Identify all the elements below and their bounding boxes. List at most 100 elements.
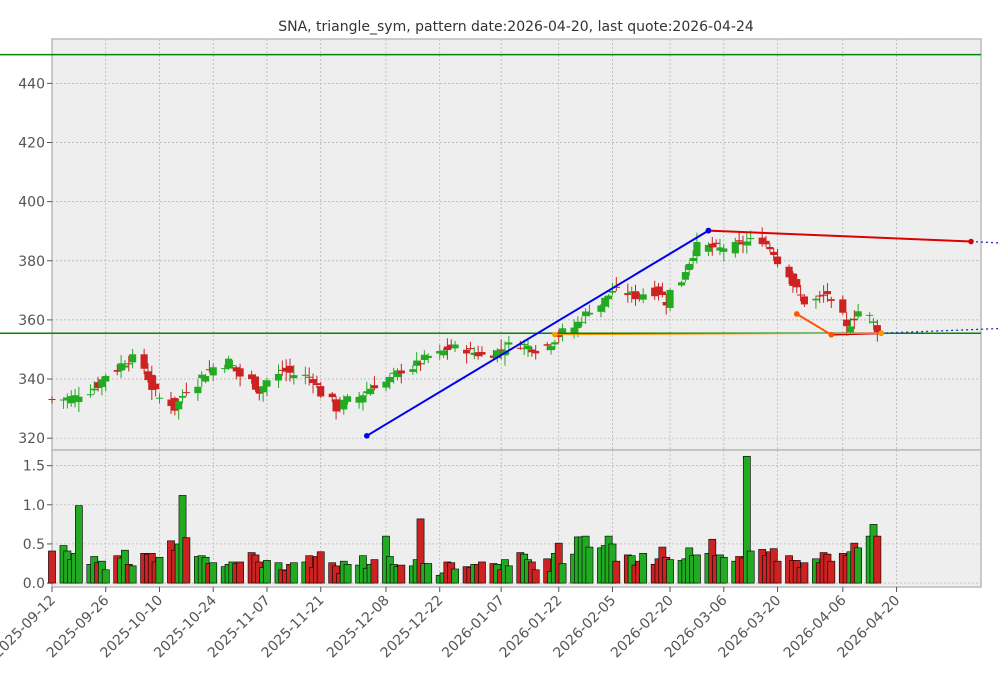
candle-body <box>228 365 236 367</box>
candle-body <box>597 305 605 312</box>
candle-body <box>305 376 313 378</box>
candle-body <box>558 328 567 334</box>
volume-bar <box>639 553 648 584</box>
candle-body <box>708 243 716 248</box>
volume-tick-label: 0.5 <box>23 537 45 553</box>
candle-body <box>225 358 233 369</box>
candle-body <box>328 393 336 398</box>
price-tick-label: 340 <box>18 372 45 388</box>
candle-body <box>175 401 183 410</box>
candle-body <box>390 372 398 374</box>
volume-bar <box>316 551 325 584</box>
price-panel: 320 340 360 380 400 420 440 <box>0 38 1001 451</box>
volume-bar <box>128 565 137 584</box>
volume-bar <box>343 563 352 584</box>
candle-body <box>493 350 501 359</box>
candle-body <box>739 242 747 245</box>
candle-body <box>236 368 244 377</box>
volume-bar <box>75 505 83 584</box>
volume-bar <box>558 563 567 584</box>
candle-body <box>873 325 881 333</box>
candle-body <box>631 291 640 300</box>
candle-body <box>144 371 152 381</box>
candle-body <box>152 383 160 390</box>
candle-body <box>720 248 728 252</box>
candle-body <box>98 379 106 387</box>
candle-body <box>386 376 394 383</box>
chart-title: SNA, triangle_sym, pattern date:2026-04-… <box>278 19 754 35</box>
volume-bar <box>666 559 674 584</box>
candle-body <box>359 395 367 403</box>
volume-bar <box>451 568 459 584</box>
candle-body <box>125 363 133 365</box>
candle-body <box>94 382 102 388</box>
candle-body <box>528 349 536 353</box>
candle-body <box>820 294 828 296</box>
candle-body <box>678 282 686 286</box>
candle-body <box>301 374 309 376</box>
candle-body <box>198 374 206 379</box>
volume-tick-label: 1.0 <box>23 498 45 514</box>
candle-body <box>532 350 540 354</box>
volume-bar <box>289 562 298 584</box>
candle-body <box>823 291 832 295</box>
x-axis: 2025-09-122025-09-262025-10-102025-10-24… <box>0 587 903 661</box>
candle-body <box>489 355 498 358</box>
candle-body <box>382 381 390 388</box>
volume-panel: 0.0 0.5 1.0 1.5 <box>23 449 982 592</box>
candle-body <box>286 365 294 373</box>
volume-bar <box>424 563 433 584</box>
candle-body <box>463 349 471 354</box>
candle-body <box>731 241 739 254</box>
candle-body <box>685 263 693 270</box>
candle-body <box>520 343 528 346</box>
candle-body <box>317 386 325 397</box>
candle-body <box>282 367 290 372</box>
candle-body <box>470 352 478 356</box>
candle-body <box>290 375 298 379</box>
candle-body <box>439 350 448 356</box>
candle-body <box>178 395 187 398</box>
volume-bar <box>504 565 513 584</box>
volume-bar <box>585 546 594 584</box>
volume-bar <box>693 554 701 584</box>
candle-body <box>608 290 617 293</box>
candle-body <box>762 240 770 245</box>
volume-bar <box>236 561 244 584</box>
candle-body <box>309 379 317 384</box>
candle-body <box>397 370 405 374</box>
candle-body <box>466 348 475 350</box>
candle-body <box>447 344 455 347</box>
prior-trend-marker <box>705 227 712 234</box>
candle-body <box>605 295 613 300</box>
candle-body <box>363 391 371 394</box>
price-tick-label: 420 <box>18 135 45 151</box>
candle-body <box>370 385 379 389</box>
candle-body <box>167 399 175 406</box>
volume-bar <box>370 559 379 584</box>
orange-neckline-marker <box>878 330 884 337</box>
candle-body <box>75 396 83 403</box>
candle-body <box>712 242 720 245</box>
candle-body <box>255 388 263 394</box>
price-plot-area <box>51 38 982 451</box>
candle-body <box>681 272 689 280</box>
candle-body <box>182 392 190 394</box>
candle-body <box>313 383 321 386</box>
volume-bar <box>800 562 809 584</box>
candle-body <box>812 298 820 301</box>
price-tick-label: 380 <box>18 254 45 270</box>
prior-trend <box>366 229 709 437</box>
candle-body <box>662 302 670 306</box>
candle-body <box>582 311 590 317</box>
candle-body <box>393 370 402 378</box>
candle-body <box>205 369 213 371</box>
candle-body <box>843 319 851 327</box>
candle-body <box>524 345 532 350</box>
candle-body <box>716 247 724 251</box>
candle-body <box>601 297 609 307</box>
volume-bar <box>612 560 621 584</box>
volume-bar <box>854 547 863 584</box>
candle-body <box>846 326 855 333</box>
